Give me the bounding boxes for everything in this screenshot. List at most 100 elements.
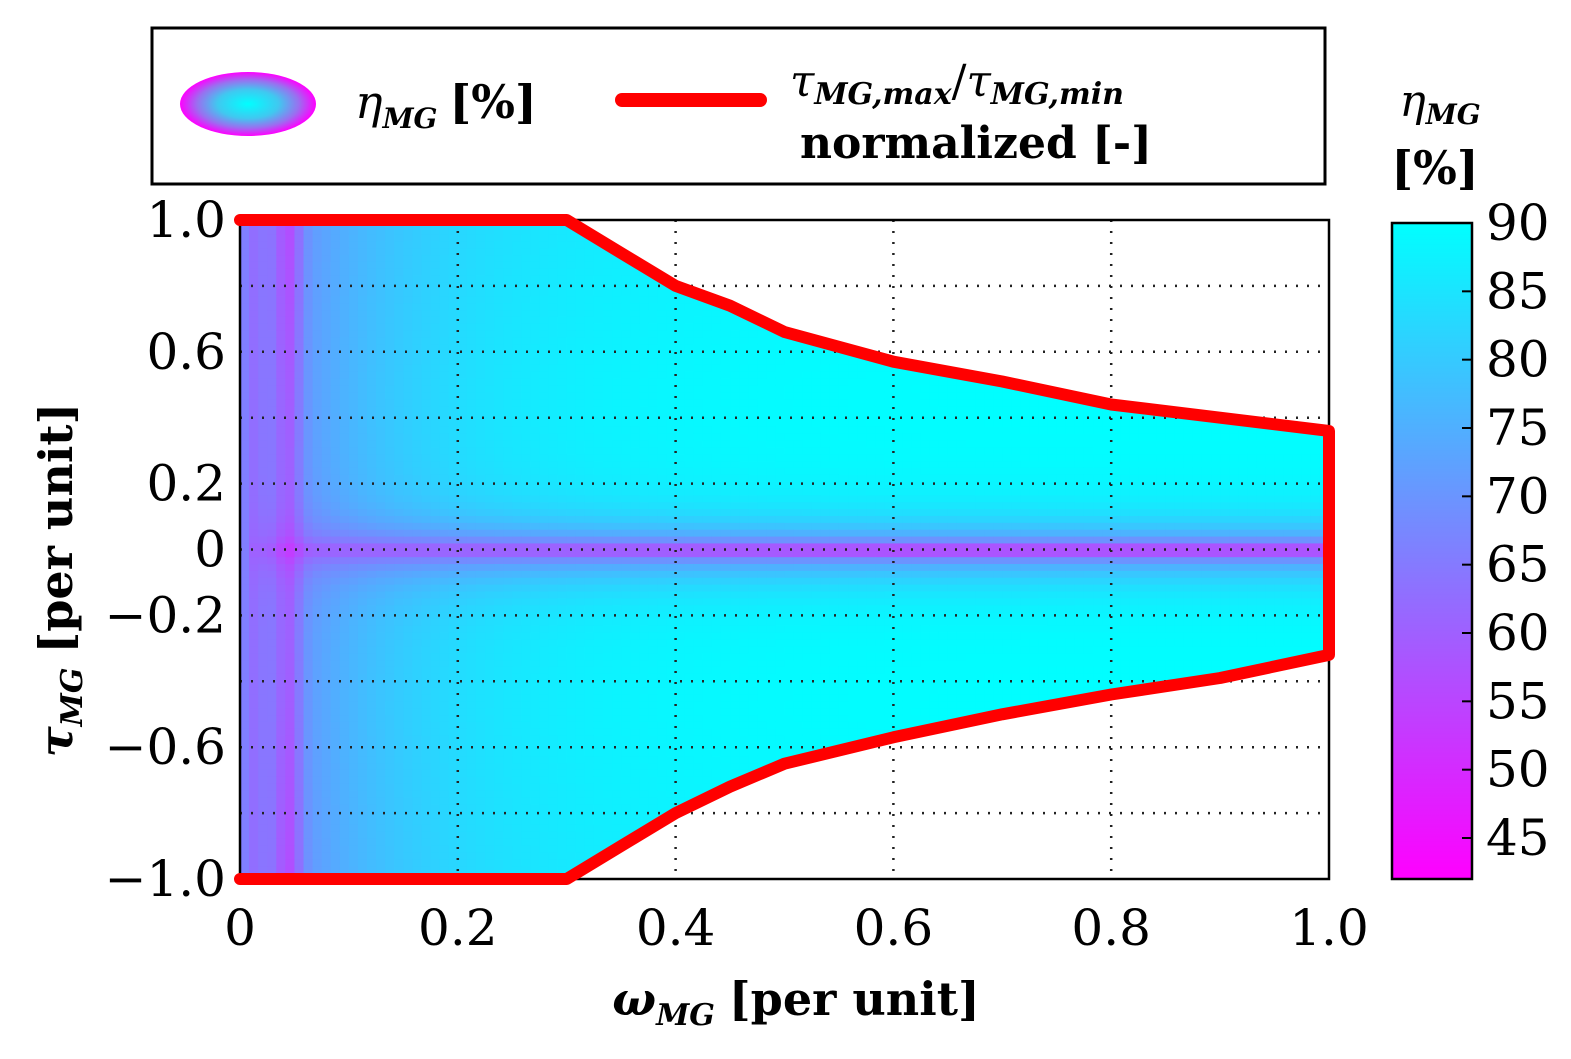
heatmap-cell [584, 597, 595, 606]
heatmap-cell [584, 405, 595, 413]
heatmap-cell [630, 721, 641, 729]
heatmap-cell [675, 501, 686, 510]
heatmap-cell [593, 755, 604, 764]
heatmap-cell [394, 515, 405, 523]
heatmap-cell [675, 336, 686, 345]
heatmap-cell [521, 844, 532, 853]
heatmap-cell [394, 865, 405, 873]
heatmap-cell [321, 748, 332, 757]
heatmap-cell [312, 535, 323, 544]
heatmap-cell [321, 254, 332, 262]
heatmap-cell [593, 288, 604, 297]
heatmap-cell [475, 261, 486, 269]
heatmap-cell [621, 288, 632, 297]
heatmap-cell [675, 371, 686, 379]
heatmap-cell [303, 460, 314, 468]
heatmap-cell [430, 329, 441, 338]
heatmap-cell [367, 762, 377, 770]
heatmap-cell [330, 796, 341, 805]
heatmap-cell [339, 721, 350, 729]
heatmap-cell [503, 268, 514, 276]
heatmap-cell [357, 576, 368, 585]
heatmap-cell [258, 322, 269, 331]
heatmap-cell [430, 467, 441, 475]
heatmap-cell [521, 515, 532, 523]
heatmap-cell [475, 316, 486, 324]
heatmap-cell [249, 336, 259, 345]
heatmap-cell [621, 652, 632, 661]
heatmap-cell [258, 391, 269, 400]
heatmap-cell [521, 391, 532, 400]
heatmap-cell [485, 274, 495, 283]
heatmap-cell [403, 535, 414, 544]
heatmap-cell [294, 837, 305, 846]
heatmap-cell [530, 769, 541, 777]
heatmap-cell [466, 851, 477, 860]
heatmap-cell [249, 295, 259, 304]
heatmap-cell [312, 645, 323, 654]
heatmap-cell [448, 364, 459, 372]
heatmap-cell [521, 796, 532, 805]
heatmap-cell [312, 391, 323, 400]
heatmap-cell [521, 858, 532, 867]
heatmap-cell [448, 233, 459, 242]
heatmap-cell [575, 405, 586, 413]
heatmap-cell [439, 391, 450, 400]
legend-eta-suffix: [%] [449, 75, 536, 129]
heatmap-cell [330, 261, 341, 269]
heatmap-cell [439, 322, 450, 331]
heatmap-cell [630, 645, 641, 654]
heatmap-cell [267, 769, 278, 777]
heatmap-cell [494, 254, 504, 262]
heatmap-cell [276, 419, 287, 427]
heatmap-cell [521, 714, 532, 722]
heatmap-cell [385, 508, 396, 516]
heatmap-cell [421, 618, 432, 626]
heatmap-cell [258, 542, 269, 551]
heatmap-cell [584, 755, 595, 764]
heatmap-cell [584, 295, 595, 304]
heatmap-cell [448, 618, 459, 626]
heatmap-cell [412, 597, 423, 606]
heatmap-cell [593, 350, 604, 359]
heatmap-cell [693, 419, 704, 427]
heatmap-cell [267, 350, 278, 359]
heatmap-cell [539, 357, 550, 365]
heatmap-cell [539, 666, 550, 674]
heatmap-cell [693, 398, 704, 407]
heatmap-cell [357, 769, 368, 777]
heatmap-cell [303, 274, 314, 283]
heatmap-cell [394, 364, 405, 372]
heatmap-cell [285, 432, 296, 441]
heatmap-cell [612, 570, 622, 578]
heatmap-cell [512, 858, 523, 867]
heatmap-cell [367, 391, 377, 400]
heatmap-cell [675, 425, 686, 434]
heatmap-cell [276, 425, 287, 434]
heatmap-cell [530, 350, 541, 359]
heatmap-cell [457, 782, 468, 791]
heatmap-cell [294, 652, 305, 661]
heatmap-cell [303, 439, 314, 448]
heatmap-cell [648, 803, 659, 812]
heatmap-cell [403, 226, 414, 235]
heatmap-cell [675, 549, 686, 558]
heatmap-cell [258, 714, 269, 722]
heatmap-cell [693, 769, 704, 777]
heatmap-cell [357, 295, 368, 304]
heatmap-cell [421, 570, 432, 578]
heatmap-cell [584, 487, 595, 496]
heatmap-cell [521, 508, 532, 516]
heatmap-cell [503, 240, 514, 249]
heatmap-cell [439, 480, 450, 489]
heatmap-cell [385, 762, 396, 770]
heatmap-cell [367, 625, 377, 633]
heatmap-cell [421, 453, 432, 462]
heatmap-cell [530, 556, 541, 565]
heatmap-cell [575, 528, 586, 537]
heatmap-cell [512, 467, 523, 475]
heatmap-cell [348, 261, 359, 269]
heatmap-cell [303, 597, 314, 606]
heatmap-cell [584, 810, 595, 819]
heatmap-cell [566, 254, 577, 262]
